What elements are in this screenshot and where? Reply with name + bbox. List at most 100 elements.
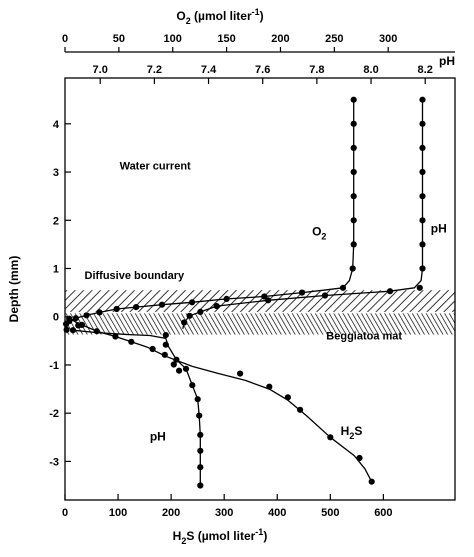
data-point-o2-x-top-o2 xyxy=(350,120,357,127)
data-point-h2s-x-bottom xyxy=(266,383,273,390)
data-point-h2s-x-bottom xyxy=(161,351,168,358)
y-tick-label: 4 xyxy=(53,119,60,131)
y-axis-title: Depth (mm) xyxy=(7,256,21,323)
data-point-o2-x-top-o2 xyxy=(350,217,357,224)
data-point-ph-x-bottom xyxy=(189,382,196,389)
o2-axis: 0 50 100 150 200 250 300 O2 (µmol liter-1) xyxy=(62,7,455,53)
o2-axis-title-main: O xyxy=(176,9,185,23)
y-tick-label: 1 xyxy=(53,264,59,276)
data-point-ph-x-top-ph xyxy=(186,312,193,319)
h2s-tick-label: 500 xyxy=(321,507,339,519)
series-label-sub: 2 xyxy=(321,232,326,242)
plot-frame xyxy=(64,77,456,501)
data-point-ph-x-top-ph xyxy=(321,292,329,299)
o2-axis-title: O2 (µmol liter-1) xyxy=(176,7,263,26)
h2s-axis-title-units: S (µmol liter xyxy=(186,529,255,543)
series-label-main: pH xyxy=(431,221,447,235)
data-point-ph-x-top-ph xyxy=(419,120,426,127)
data-point-h2s-x-bottom xyxy=(66,315,73,322)
data-point-ph-x-top-ph xyxy=(416,284,423,291)
o2-axis-title-sup: -1 xyxy=(252,7,260,17)
o2-tick-label: 250 xyxy=(325,33,343,45)
ph-tick-label: 7.6 xyxy=(255,64,270,76)
y-tick-label: -2 xyxy=(49,408,59,420)
data-point-ph-x-bottom xyxy=(63,326,70,333)
data-point-ph-x-bottom xyxy=(69,327,77,334)
data-point-h2s-x-bottom xyxy=(327,434,334,441)
data-point-o2-x-top-o2 xyxy=(133,304,140,311)
data-point-ph-x-bottom xyxy=(197,464,204,471)
data-point-o2-x-top-o2 xyxy=(350,144,357,151)
data-point-o2-x-top-o2 xyxy=(261,293,268,300)
data-point-ph-x-bottom xyxy=(173,356,180,363)
data-point-o2-x-top-o2 xyxy=(349,265,356,272)
data-point-o2-x-top-o2 xyxy=(63,320,70,328)
h2s-tick-label: 0 xyxy=(62,507,68,519)
data-point-ph-x-bottom xyxy=(197,431,204,438)
data-point-o2-x-top-o2 xyxy=(350,96,357,103)
o2-axis-title-close: ) xyxy=(260,9,264,23)
data-point-ph-x-bottom xyxy=(182,365,190,372)
series-label-ph-x-top-ph: pH xyxy=(431,221,447,235)
annotation-beggiatoa-mat: Beggiatoa mat xyxy=(326,330,402,342)
data-point-ph-x-top-ph xyxy=(265,297,272,304)
data-point-ph-x-top-ph xyxy=(419,168,426,176)
data-point-o2-x-top-o2 xyxy=(113,305,120,313)
data-point-o2-x-top-o2 xyxy=(83,312,90,319)
h2s-axis-title-close: ) xyxy=(263,529,267,543)
data-point-h2s-x-bottom xyxy=(170,361,177,368)
ph-axis: 7.0 7.2 7.4 7.6 7.8 8.0 8.2 pH xyxy=(93,54,455,84)
annotation-water-current: Water current xyxy=(120,161,191,173)
h2s-tick-label: 300 xyxy=(215,507,233,519)
data-point-ph-x-top-ph xyxy=(419,193,426,200)
h2s-tick-label: 600 xyxy=(374,507,392,519)
series-label-o2-x-top-o2: O2 xyxy=(312,225,326,242)
data-point-h2s-x-bottom xyxy=(149,345,156,353)
ph-tick-label: 8.2 xyxy=(418,64,433,76)
y-tick-label: 0 xyxy=(53,312,59,324)
h2s-axis-title: H2S (µmol liter-1) xyxy=(173,527,268,546)
h2s-axis-title-sup: -1 xyxy=(255,527,263,537)
data-point-o2-x-top-o2 xyxy=(298,289,306,296)
data-point-h2s-x-bottom xyxy=(356,454,363,462)
data-point-o2-x-top-o2 xyxy=(72,315,79,322)
data-point-o2-x-top-o2 xyxy=(96,309,103,316)
y-tick-label: -1 xyxy=(49,360,59,372)
data-point-h2s-x-bottom xyxy=(112,333,119,340)
data-point-o2-x-top-o2 xyxy=(223,295,230,302)
data-point-h2s-x-bottom xyxy=(368,478,375,485)
data-point-h2s-x-bottom xyxy=(128,338,135,345)
series-label-ph-x-bottom: pH xyxy=(150,430,166,444)
series-label-main: O xyxy=(312,225,321,239)
data-point-ph-x-bottom xyxy=(197,447,204,454)
data-point-ph-x-top-ph xyxy=(419,265,426,272)
series-label-main: pH xyxy=(150,430,166,444)
data-point-ph-x-top-ph xyxy=(419,241,426,248)
o2-axis-title-units: (µmol liter xyxy=(191,9,252,23)
data-point-ph-x-bottom xyxy=(197,482,204,489)
data-point-h2s-x-bottom xyxy=(176,367,183,374)
data-point-ph-x-top-ph xyxy=(419,96,426,103)
ph-tick-label: 7.0 xyxy=(93,64,108,76)
data-point-o2-x-top-o2 xyxy=(158,301,166,308)
data-point-h2s-x-bottom xyxy=(284,394,291,401)
data-point-ph-x-bottom xyxy=(196,412,203,419)
h2s-tick-label: 400 xyxy=(268,507,286,519)
point-layer xyxy=(63,96,426,489)
data-point-o2-x-top-o2 xyxy=(189,299,196,306)
data-point-h2s-x-bottom xyxy=(237,370,244,377)
o2-tick-label: 200 xyxy=(271,33,289,45)
o2-tick-label: 150 xyxy=(217,33,235,45)
y-axis: 4 3 2 1 0 -1 -2 -3 Depth (mm) xyxy=(7,119,71,468)
ph-tick-label: 7.8 xyxy=(309,64,324,76)
annotation-diffusive-boundary: Diffusive boundary xyxy=(85,270,186,282)
data-point-h2s-x-bottom xyxy=(297,406,304,413)
o2-tick-label: 300 xyxy=(379,33,397,45)
ph-tick-label: 8.0 xyxy=(363,64,378,76)
h2s-tick-label: 200 xyxy=(162,507,180,519)
data-point-o2-x-top-o2 xyxy=(339,284,347,291)
data-point-ph-x-top-ph xyxy=(386,288,394,295)
o2-axis-title-sub: 2 xyxy=(186,16,191,26)
ph-tick-label: 7.4 xyxy=(201,64,217,76)
